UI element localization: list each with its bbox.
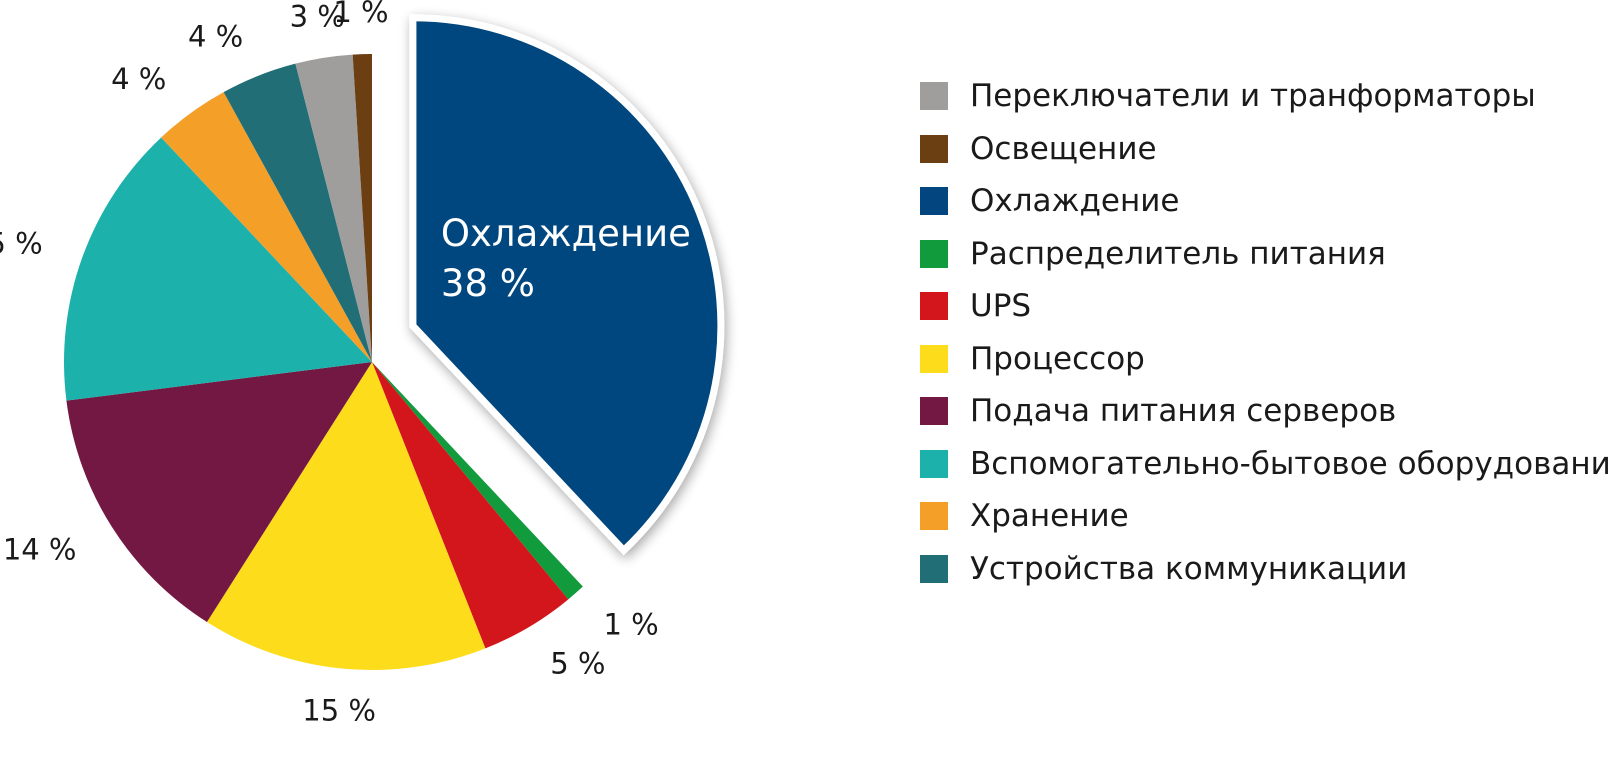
legend-label: Распределитель питания [970, 235, 1386, 272]
pie-slice-охлаждение [409, 14, 725, 556]
legend-swatch [920, 449, 948, 478]
legend-item-освещение: Освещение [920, 123, 1612, 176]
legend-label: Устройства коммуникации [970, 550, 1408, 587]
legend-swatch [920, 134, 948, 163]
legend-swatch [920, 502, 948, 531]
pie-slice-освещение [352, 54, 372, 362]
legend-item-процессор: Процессор [920, 333, 1612, 386]
data-label-переключатели-и-транформаторы: 3 % [290, 0, 345, 33]
pie-slice-вспомогательно-бытовое-оборудование [64, 137, 373, 401]
data-label-хранение: 4 % [111, 62, 166, 96]
legend-label: Хранение [970, 498, 1129, 535]
legend-item-вспомогательно-бытовое-оборудование: Вспомогательно-бытовое оборудование [920, 438, 1612, 491]
legend-item-ups: UPS [920, 280, 1612, 333]
pie-slice-распределитель-питания [372, 362, 583, 600]
legend-item-подача-питания-серверов: Подача питания серверов [920, 385, 1612, 438]
legend-swatch [920, 554, 948, 583]
legend-item-устройства-коммуникации: Устройства коммуникации [920, 543, 1612, 596]
legend-swatch [920, 82, 948, 111]
legend-item-охлаждение: Охлаждение [920, 175, 1612, 228]
data-label-подача-питания-серверов: 14 % [3, 533, 77, 567]
pie-slices [64, 14, 725, 670]
pie-slice-подача-питания-серверов [66, 362, 372, 623]
data-label-ups: 5 % [550, 646, 605, 680]
legend-label: Подача питания серверов [970, 393, 1397, 430]
pie-slice-хранение [161, 92, 372, 363]
legend-swatch [920, 187, 948, 216]
legend-item-распределитель-питания: Распределитель питания [920, 228, 1612, 281]
legend: Переключатели и транформаторы Освещение Ох… [920, 70, 1612, 595]
legend-swatch [920, 397, 948, 426]
inner-label-охлаждение: Охлаждение 38 % [441, 212, 691, 305]
data-label-процессор: 15 % [302, 693, 376, 727]
pie-slice-устройства-коммуникации [223, 63, 372, 362]
legend-label: UPS [970, 288, 1032, 325]
legend-swatch [920, 292, 948, 321]
data-label-освещение: 1 % [333, 0, 388, 29]
legend-swatch [920, 239, 948, 268]
legend-item-переключатели-и-транформаторы: Переключатели и транформаторы [920, 70, 1612, 123]
legend-label: Вспомогательно-бытовое оборудование [970, 445, 1612, 482]
data-label-устройства-коммуникации: 4 % [188, 20, 243, 54]
data-label-вспомогательно-бытовое-оборудование: 15 % [0, 226, 43, 260]
pie-slice-ups [372, 362, 569, 649]
legend-label: Освещение [970, 130, 1157, 167]
legend-swatch [920, 344, 948, 373]
legend-label: Процессор [970, 340, 1145, 377]
pie-slice-переключатели-и-транформаторы [295, 54, 372, 363]
legend-item-хранение: Хранение [920, 490, 1612, 543]
legend-label: Охлаждение [970, 183, 1180, 220]
data-label-распределитель-питания: 1 % [604, 608, 659, 642]
pie-slice-процессор [206, 362, 486, 670]
legend-label: Переключатели и транформаторы [970, 78, 1536, 115]
